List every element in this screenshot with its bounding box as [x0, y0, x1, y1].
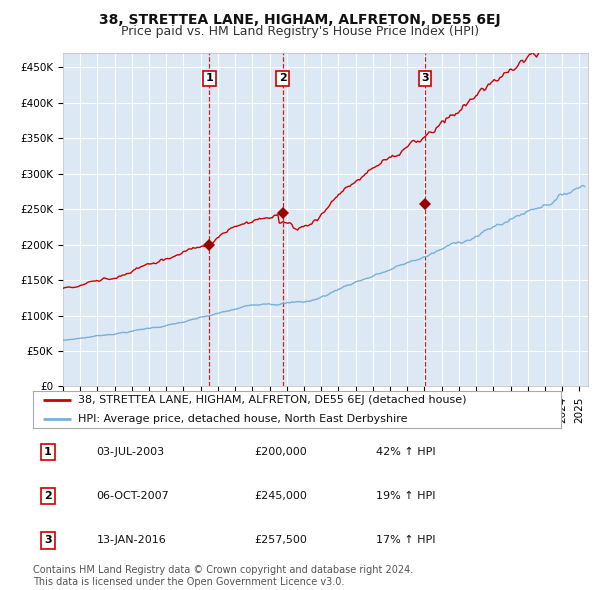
- Text: Contains HM Land Registry data © Crown copyright and database right 2024.
This d: Contains HM Land Registry data © Crown c…: [33, 565, 413, 587]
- Text: 2: 2: [44, 491, 52, 501]
- Text: 42% ↑ HPI: 42% ↑ HPI: [376, 447, 436, 457]
- Text: 3: 3: [44, 536, 52, 545]
- Text: £257,500: £257,500: [255, 536, 308, 545]
- Text: 03-JUL-2003: 03-JUL-2003: [97, 447, 164, 457]
- Text: 1: 1: [44, 447, 52, 457]
- Text: 17% ↑ HPI: 17% ↑ HPI: [376, 536, 436, 545]
- Text: £200,000: £200,000: [255, 447, 308, 457]
- Text: £245,000: £245,000: [255, 491, 308, 501]
- Text: HPI: Average price, detached house, North East Derbyshire: HPI: Average price, detached house, Nort…: [78, 414, 407, 424]
- Text: 1: 1: [205, 73, 213, 83]
- Text: 06-OCT-2007: 06-OCT-2007: [97, 491, 169, 501]
- Text: 3: 3: [421, 73, 429, 83]
- Text: Price paid vs. HM Land Registry's House Price Index (HPI): Price paid vs. HM Land Registry's House …: [121, 25, 479, 38]
- Text: 13-JAN-2016: 13-JAN-2016: [97, 536, 166, 545]
- Text: 2: 2: [279, 73, 287, 83]
- Text: 38, STRETTEA LANE, HIGHAM, ALFRETON, DE55 6EJ: 38, STRETTEA LANE, HIGHAM, ALFRETON, DE5…: [99, 13, 501, 27]
- Text: 38, STRETTEA LANE, HIGHAM, ALFRETON, DE55 6EJ (detached house): 38, STRETTEA LANE, HIGHAM, ALFRETON, DE5…: [78, 395, 466, 405]
- Text: 19% ↑ HPI: 19% ↑ HPI: [376, 491, 436, 501]
